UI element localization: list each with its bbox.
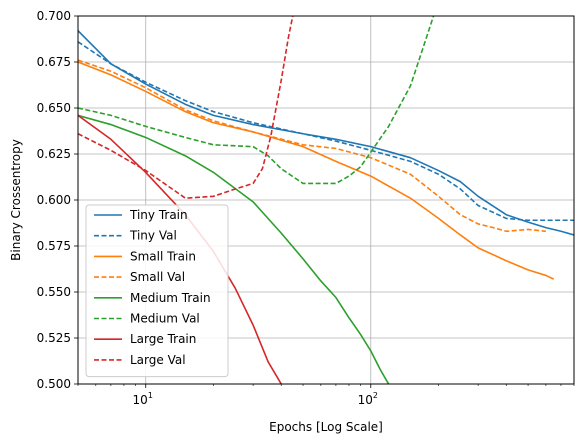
legend-label: Tiny Train [129, 208, 188, 222]
legend-label: Large Train [130, 332, 196, 346]
series-tiny-train-line [78, 30, 574, 236]
x-tick-exponent: 2 [373, 391, 378, 400]
legend-label: Medium Val [130, 312, 200, 326]
y-tick-label: 0.575 [37, 239, 71, 253]
series-small-val-line [78, 59, 546, 233]
legend-label: Small Train [130, 249, 196, 263]
series-tiny-val-line [78, 41, 574, 222]
x-tick-base: 10 [358, 393, 373, 407]
legend-label: Large Val [130, 353, 186, 367]
x-tick-exponent: 1 [148, 391, 153, 400]
x-tick-label: 102 [358, 391, 378, 407]
y-tick-label: 0.500 [37, 377, 71, 391]
series-small-train-line [78, 61, 555, 280]
legend-box [85, 204, 229, 378]
x-tick-base: 10 [133, 393, 148, 407]
legend-label: Medium Train [130, 291, 211, 305]
legend-label: Tiny Val [129, 229, 177, 243]
y-tick-label: 0.650 [37, 101, 71, 115]
series-layer [78, 16, 574, 384]
legend-label: Small Val [130, 270, 185, 284]
y-tick-label: 0.525 [37, 331, 71, 345]
x-tick-label: 101 [133, 391, 153, 407]
series-medium-train-line [78, 114, 390, 384]
y-tick-label: 0.600 [37, 193, 71, 207]
legend: Tiny Train Tiny Val Small Train Small Val Me… [85, 204, 229, 378]
y-tick-label: 0.550 [37, 285, 71, 299]
y-axis-label: Binary Crossentropy [9, 139, 23, 261]
x-axis-label: Epochs [Log Scale] [269, 420, 383, 434]
series-medium-val-line [78, 16, 435, 185]
y-tick-label: 0.675 [37, 55, 71, 69]
series-large-val-line [78, 16, 294, 199]
y-tick-label: 0.625 [37, 147, 71, 161]
y-tick-label: 0.700 [37, 9, 71, 23]
axis-ticks: 0.500 0.525 0.550 0.575 0.600 0.625 0.650 0.675… [37, 9, 575, 407]
